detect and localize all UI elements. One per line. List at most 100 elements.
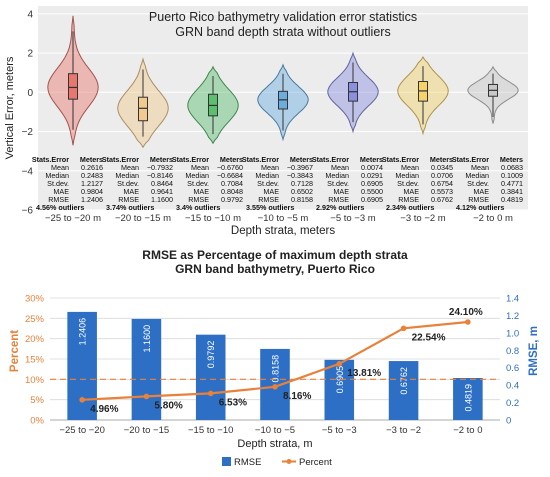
stats-row-label: RMSE bbox=[258, 195, 279, 204]
stats-value: 0.6502 bbox=[291, 187, 313, 196]
percent-tick-label: 10% bbox=[25, 375, 45, 386]
violin-x-tick-label: −20 to −15 m bbox=[115, 213, 171, 224]
stats-row-label: Mean bbox=[471, 163, 489, 172]
stats-header-unit: Meters bbox=[430, 155, 453, 164]
stats-value: 0.9792 bbox=[221, 195, 243, 204]
violin-title: Puerto Rico bathymetry validation error … bbox=[149, 10, 417, 24]
stats-row-label: RMSE bbox=[398, 195, 419, 204]
legend-rmse-label: RMSE bbox=[234, 457, 261, 468]
legend-percent-label: Percent bbox=[299, 457, 332, 468]
stats-value: 0.0683 bbox=[501, 163, 523, 172]
violin-x-label: Depth strata, meters bbox=[231, 225, 335, 237]
stats-value: 0.0706 bbox=[431, 171, 453, 180]
percent-point bbox=[465, 319, 471, 325]
stats-value: 0.6905 bbox=[361, 179, 383, 188]
stats-row-label: Median bbox=[185, 171, 209, 180]
percent-label: 8.16% bbox=[283, 391, 311, 402]
stats-value: −0.7932 bbox=[147, 163, 173, 172]
rmse-tick-label: 0.2 bbox=[506, 398, 519, 409]
stats-value: −0.3967 bbox=[287, 163, 313, 172]
stats-value: 0.7128 bbox=[291, 179, 313, 188]
rmse-tick-label: 1.0 bbox=[506, 328, 519, 339]
rmse-tick-label: 0 bbox=[506, 416, 511, 427]
percent-label: 5.80% bbox=[154, 400, 182, 411]
rmse-x-tick-label: −25 to −20 bbox=[59, 425, 104, 436]
rmse-axis-label: RMSE, m bbox=[528, 326, 540, 376]
violin-box bbox=[138, 96, 148, 122]
percent-point bbox=[207, 390, 214, 397]
percent-tick-label: 5% bbox=[30, 395, 44, 406]
rmse-bar bbox=[131, 318, 162, 420]
stats-value: 0.6905 bbox=[361, 195, 383, 204]
violin-y-tick-label: −6 bbox=[22, 206, 34, 217]
violin-x-tick-label: −5 to −3 m bbox=[330, 213, 376, 224]
violin-y-tick-label: −4 bbox=[22, 166, 34, 177]
violin-x-tick-label: −2 to 0 m bbox=[473, 213, 513, 224]
stats-row-label: Mean bbox=[121, 163, 139, 172]
stats-row-label: MAE bbox=[53, 187, 69, 196]
stats-row-label: St.dev. bbox=[117, 179, 139, 188]
stats-row-label: Mean bbox=[331, 163, 349, 172]
rmse-x-tick-label: −15 to −10 bbox=[188, 425, 233, 436]
violin-subtitle: GRN band depth strata without outliers bbox=[175, 25, 390, 39]
rmse-chart: RMSE as Percentage of maximum depth stra… bbox=[9, 248, 540, 468]
rmse-tick-label: 0.8 bbox=[506, 346, 519, 357]
stats-value: 0.8158 bbox=[291, 195, 313, 204]
stats-row-label: Mean bbox=[261, 163, 279, 172]
rmse-bar-label: 0.9792 bbox=[206, 341, 216, 369]
stats-row-label: Median bbox=[45, 171, 69, 180]
stats-row-label: St.dev. bbox=[327, 179, 349, 188]
stats-value: 0.6762 bbox=[431, 195, 453, 204]
stats-row-label: Median bbox=[115, 171, 139, 180]
percent-line: 4.96% 5.80% 6.53% 8.16% 13.81% 22.54% 24.10% bbox=[79, 307, 483, 415]
stats-row-label: MAE bbox=[403, 187, 419, 196]
stats-row-label: RMSE bbox=[48, 195, 69, 204]
violin-marks bbox=[47, 15, 519, 148]
rmse-x-tick-label: −2 to 0 bbox=[453, 425, 482, 436]
stats-value: −0.8146 bbox=[147, 171, 173, 180]
stats-row-label: St.dev. bbox=[257, 179, 279, 188]
violin-x-ticks: −25 to −20 m −20 to −15 m −15 to −10 m −10 … bbox=[45, 213, 513, 224]
violin-y-ticks: −6 −4 −2 0 2 4 bbox=[22, 9, 34, 216]
stats-header-label: Stats.Error bbox=[32, 155, 69, 164]
percent-point bbox=[79, 397, 85, 403]
outlier-percentage: 2.92% outliers bbox=[316, 203, 364, 212]
stats-row-label: RMSE bbox=[188, 195, 209, 204]
legend-rmse-swatch bbox=[222, 457, 231, 466]
stats-header-label: Stats.Error bbox=[172, 155, 209, 164]
rmse-bar-label: 0.6905 bbox=[335, 366, 345, 394]
rmse-x-tick-label: −3 to −2 bbox=[386, 425, 421, 436]
stats-header-label: Stats.Error bbox=[452, 155, 489, 164]
stats-header-unit: Meters bbox=[150, 155, 173, 164]
stats-row-label: St.dev. bbox=[187, 179, 209, 188]
stats-value: 0.2616 bbox=[81, 163, 103, 172]
rmse-bar bbox=[453, 378, 483, 420]
rmse-axis-ticks: 0 0.2 0.4 0.6 0.8 1.0 1.2 1.4 bbox=[506, 294, 519, 427]
stats-row-label: RMSE bbox=[118, 195, 139, 204]
rmse-bar-label: 0.6762 bbox=[399, 367, 409, 395]
percent-label: 24.10% bbox=[449, 307, 483, 318]
stats-row-label: MAE bbox=[193, 187, 209, 196]
violin-y-label: Vertical Error, meters bbox=[4, 56, 16, 159]
stats-header-label: Stats.Error bbox=[242, 155, 279, 164]
violin-x-tick-label: −15 to −10 m bbox=[185, 213, 241, 224]
stats-row-label: St.dev. bbox=[47, 179, 69, 188]
rmse-x-tick-label: −20 to −15 bbox=[124, 425, 169, 436]
stats-value: −0.6684 bbox=[217, 171, 243, 180]
stats-row-label: MAE bbox=[333, 187, 349, 196]
rmse-tick-label: 0.6 bbox=[506, 363, 519, 374]
percent-point bbox=[272, 384, 278, 390]
stats-value: 1.2127 bbox=[81, 179, 103, 188]
stats-value: 0.6754 bbox=[431, 179, 453, 188]
violin-x-tick-label: −10 to −5 m bbox=[258, 213, 309, 224]
stats-value: 0.9641 bbox=[151, 187, 173, 196]
percent-axis-label: Percent bbox=[9, 330, 21, 372]
rmse-bar-label: 1.2406 bbox=[78, 318, 88, 346]
percent-tick-label: 25% bbox=[25, 314, 45, 325]
stats-value: 0.4771 bbox=[501, 179, 523, 188]
stats-row-label: Median bbox=[325, 171, 349, 180]
stats-row-label: MAE bbox=[263, 187, 279, 196]
violin-y-tick-label: −2 bbox=[22, 127, 34, 138]
percent-tick-label: 30% bbox=[25, 294, 45, 305]
